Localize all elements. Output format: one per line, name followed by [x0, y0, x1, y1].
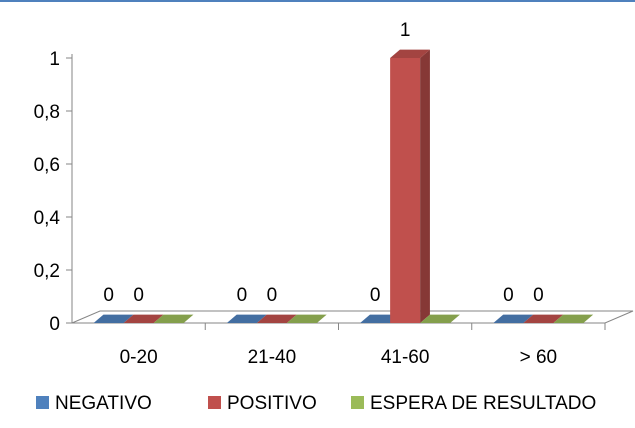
data-label: 0	[370, 285, 381, 306]
x-tick-label: > 60	[520, 347, 558, 368]
x-tick-label: 0-20	[120, 347, 158, 368]
bar-positivo	[390, 50, 430, 323]
legend-swatch	[36, 396, 49, 409]
x-tick-label: 41-60	[381, 347, 430, 368]
bar-front	[390, 58, 420, 323]
y-tick-label: 1	[49, 49, 60, 70]
legend-swatch	[208, 396, 221, 409]
y-tick-label: 0,4	[34, 208, 61, 229]
legend-label: NEGATIVO	[55, 393, 152, 414]
data-label: 0	[237, 285, 248, 306]
y-tick-label: 0,2	[34, 261, 60, 282]
data-label: 1	[400, 20, 411, 41]
data-label: 0	[133, 285, 144, 306]
data-label: 0	[267, 285, 278, 306]
legend-label: ESPERA DE RESULTADO	[370, 393, 596, 414]
data-label: 0	[103, 285, 114, 306]
y-tick-label: 0,8	[34, 102, 60, 123]
data-label: 0	[533, 285, 544, 306]
y-tick-label: 0,6	[34, 155, 60, 176]
bar-side	[420, 50, 430, 323]
x-tick-label: 21-40	[248, 347, 297, 368]
legend-swatch	[351, 396, 364, 409]
legend-label: POSITIVO	[227, 393, 317, 414]
y-tick-label: 0	[49, 314, 60, 335]
data-label: 0	[503, 285, 514, 306]
